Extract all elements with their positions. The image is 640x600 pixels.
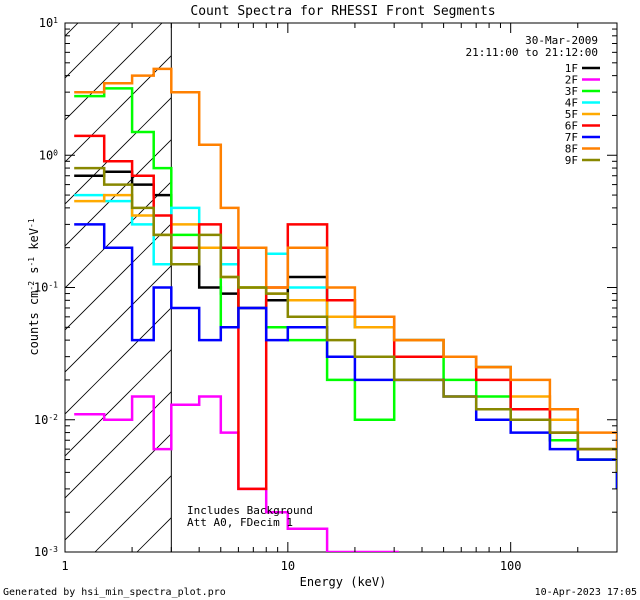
hatch-line (65, 97, 172, 205)
y-tick-label: 10-1 (34, 280, 58, 295)
series-line-7f (74, 223, 617, 489)
legend-label-3f: 3F (565, 85, 578, 98)
series-line-4f (74, 193, 617, 473)
chart-title: Count Spectra for RHESSI Front Segments (190, 4, 495, 19)
series-line-1f (74, 170, 617, 489)
x-tick-label: 10 (281, 559, 295, 573)
series-line-6f (74, 134, 617, 491)
annotation-background: Includes Background (187, 504, 313, 517)
legend-time-range: 21:11:00 to 21:12:00 (466, 46, 598, 59)
legend-label-8f: 8F (565, 143, 578, 156)
legend-label-5f: 5F (565, 108, 578, 121)
legend-label-9f: 9F (565, 154, 578, 167)
hatch-line (65, 349, 172, 457)
legend-label-4f: 4F (565, 97, 578, 110)
footer-timestamp: 10-Apr-2023 17:05 (535, 587, 637, 598)
hatch-line (94, 475, 172, 552)
x-tick-label: 1 (61, 559, 68, 573)
legend-label-2f: 2F (565, 74, 578, 87)
y-tick-label: 100 (39, 148, 58, 163)
x-tick-label: 100 (500, 559, 522, 573)
x-axis-ticks: 1 10 100 (61, 23, 618, 573)
hatch-line (65, 181, 172, 289)
series-lines (74, 67, 617, 552)
hatch-line (305, 0, 640, 552)
y-tick-label: 10-2 (34, 412, 58, 427)
hatch-line (0, 0, 165, 552)
hatch-line (65, 23, 163, 121)
legend-label-1f: 1F (565, 62, 578, 75)
y-axis-label: counts cm-2 s-1 keV-1 (27, 218, 42, 355)
legend-date: 30-Mar-2009 (525, 34, 598, 47)
legend-label-6f: 6F (565, 120, 578, 133)
hatch-line (65, 433, 172, 541)
series-line-2f (74, 395, 399, 552)
series-line-8f (74, 67, 617, 460)
footer-generated-by: Generated by hsi_min_spectra_plot.pro (3, 587, 226, 598)
hatch-line (347, 0, 640, 552)
legend-label-7f: 7F (565, 131, 578, 144)
hatch-line (65, 391, 172, 499)
y-axis-ticks: 101 100 10-1 10-2 10-3 (34, 16, 617, 560)
x-axis-label: Energy (keV) (300, 575, 387, 589)
y-tick-label: 101 (39, 16, 58, 31)
series-line-5f (74, 193, 617, 473)
annotation-attenuator: Att A0, FDecim 1 (187, 516, 293, 529)
hatch-line (65, 23, 121, 79)
hatch-line (65, 223, 172, 331)
series-line-9f (74, 166, 617, 473)
y-tick-label: 10-3 (34, 545, 58, 560)
